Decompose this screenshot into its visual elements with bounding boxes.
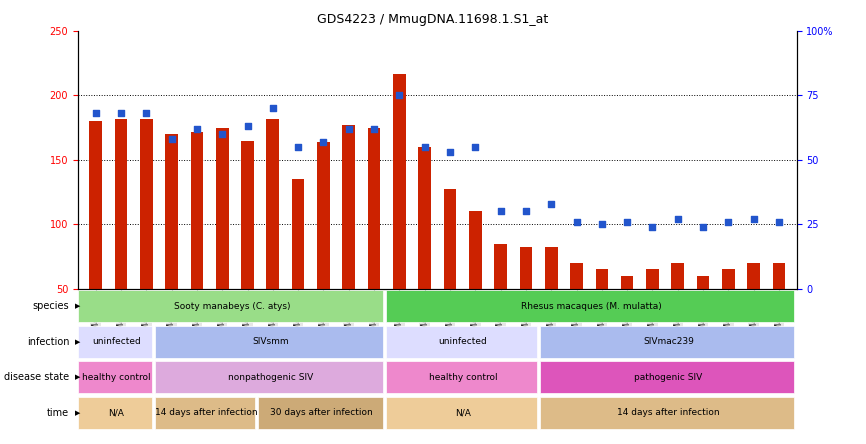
Point [342,125,356,132]
Point [216,131,229,138]
Bar [342,125,355,353]
Point [88,110,102,117]
Text: 30 days after infection: 30 days after infection [270,408,373,417]
Bar [114,119,127,353]
Bar [418,147,431,353]
Text: infection: infection [27,337,69,347]
Text: healthy control: healthy control [82,373,151,382]
Point [291,143,305,151]
Bar [242,141,254,353]
Point [266,105,280,112]
Point [519,208,533,215]
Bar [140,119,152,353]
FancyBboxPatch shape [258,397,384,429]
Point [721,218,735,225]
Bar [267,119,279,353]
FancyBboxPatch shape [386,290,794,322]
Point [595,221,609,228]
Text: ▶: ▶ [75,339,81,345]
FancyBboxPatch shape [386,361,538,393]
Bar [646,270,659,353]
Bar [469,211,481,353]
Point [443,149,457,156]
Bar [697,276,709,353]
Text: GDS4223 / MmugDNA.11698.1.S1_at: GDS4223 / MmugDNA.11698.1.S1_at [317,13,549,26]
Text: time: time [47,408,69,418]
Text: ▶: ▶ [75,374,81,381]
Point [316,138,330,145]
Bar [494,244,507,353]
Bar [621,276,633,353]
Bar [596,270,608,353]
Text: ▶: ▶ [75,410,81,416]
FancyBboxPatch shape [78,361,152,393]
Point [494,208,507,215]
Point [417,143,431,151]
Bar [747,263,760,353]
Point [671,215,685,222]
FancyBboxPatch shape [155,326,384,358]
Text: ▶: ▶ [75,303,81,309]
Point [367,125,381,132]
FancyBboxPatch shape [78,290,384,322]
Bar [89,121,102,353]
Bar [191,131,204,353]
Text: nonpathogenic SIV: nonpathogenic SIV [228,373,313,382]
Text: N/A: N/A [455,408,471,417]
Text: species: species [33,301,69,311]
Bar [317,142,330,353]
Bar [772,263,785,353]
FancyBboxPatch shape [155,361,384,393]
Bar [722,270,734,353]
FancyBboxPatch shape [540,397,794,429]
Point [165,136,178,143]
FancyBboxPatch shape [78,326,152,358]
Bar [292,179,305,353]
Bar [165,134,178,353]
Bar [216,128,229,353]
Text: pathogenic SIV: pathogenic SIV [634,373,702,382]
Bar [570,263,583,353]
Text: uninfected: uninfected [92,337,141,346]
Point [469,143,482,151]
Text: healthy control: healthy control [429,373,497,382]
Text: Rhesus macaques (M. mulatta): Rhesus macaques (M. mulatta) [521,302,662,311]
Point [696,223,710,230]
Bar [368,128,380,353]
FancyBboxPatch shape [540,326,794,358]
FancyBboxPatch shape [78,397,152,429]
FancyBboxPatch shape [386,326,538,358]
Text: SIVmac239: SIVmac239 [643,337,694,346]
Text: 14 days after infection: 14 days after infection [617,408,720,417]
Bar [520,247,533,353]
FancyBboxPatch shape [386,397,538,429]
Point [570,218,584,225]
Point [645,223,659,230]
Point [545,200,559,207]
Text: SIVsmm: SIVsmm [252,337,288,346]
Point [139,110,153,117]
FancyBboxPatch shape [155,397,255,429]
Text: 14 days after infection: 14 days after infection [155,408,257,417]
Text: N/A: N/A [108,408,125,417]
Text: Sooty manabeys (C. atys): Sooty manabeys (C. atys) [174,302,290,311]
Bar [393,74,405,353]
Point [746,215,760,222]
Point [114,110,128,117]
Point [772,218,786,225]
Text: uninfected: uninfected [438,337,488,346]
Bar [671,263,684,353]
Point [392,92,406,99]
Bar [443,190,456,353]
FancyBboxPatch shape [540,361,794,393]
Text: disease state: disease state [4,373,69,382]
Bar [545,247,558,353]
Point [241,123,255,130]
Point [190,125,204,132]
Point [620,218,634,225]
